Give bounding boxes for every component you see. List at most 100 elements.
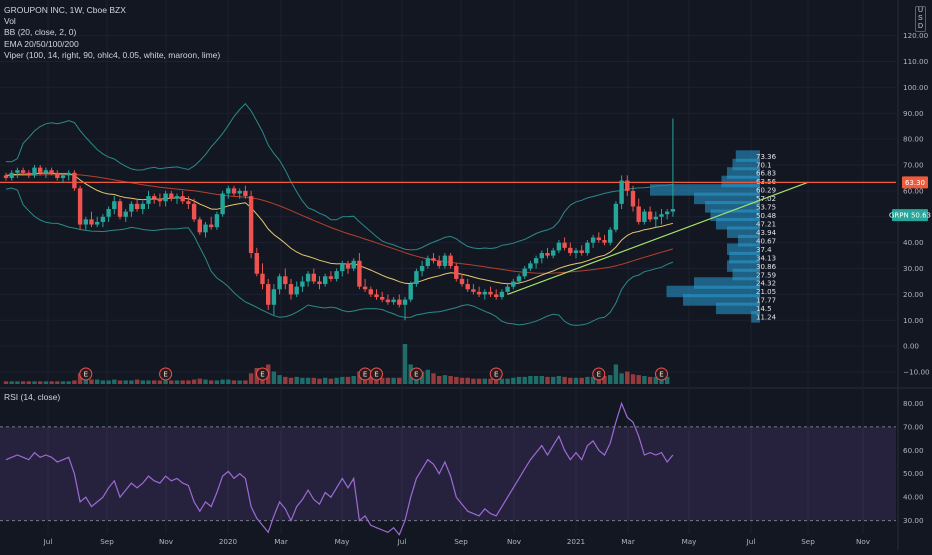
price-badge <box>902 176 928 189</box>
candle-body <box>38 167 43 173</box>
volume-legend[interactable]: Vol <box>4 16 16 27</box>
volume-bar <box>476 378 482 384</box>
volume-profile-bar <box>735 150 760 162</box>
volume-bar <box>134 379 140 384</box>
volume-profile-bar <box>694 192 760 205</box>
volume-bar <box>368 376 373 384</box>
candle-body <box>397 299 402 305</box>
candle-body <box>374 294 379 298</box>
ema-fast-line <box>5 172 674 285</box>
volume-profile-bar <box>727 260 760 272</box>
volume-bar <box>169 380 174 384</box>
volume-bar <box>551 376 556 384</box>
candle-body <box>590 237 596 243</box>
volume-bar <box>385 377 391 384</box>
candle-body <box>402 299 408 305</box>
volume-bar <box>425 369 430 384</box>
volume-bar <box>619 373 624 384</box>
price-axis-label: 60.00 <box>903 186 924 195</box>
time-axis-label: Jul <box>397 537 407 546</box>
candle-body <box>305 273 311 282</box>
rsi-legend[interactable]: RSI (14, close) <box>4 392 61 402</box>
volume-bar <box>665 376 670 384</box>
earnings-marker-label: E <box>163 371 167 379</box>
candle-body <box>488 291 493 295</box>
rsi-axis-label: 50.00 <box>903 469 924 478</box>
price-axis-label: −10.00 <box>903 368 930 377</box>
volume-bar <box>573 377 579 384</box>
candle-body <box>494 294 499 298</box>
price-axis-label: 90.00 <box>903 109 924 118</box>
volume-bar <box>95 379 100 384</box>
symbol-title[interactable]: GROUPON INC, 1W, Cboe BZX <box>4 5 126 15</box>
time-axis-label: May <box>335 537 351 546</box>
volume-bar <box>505 378 510 384</box>
candle-body <box>83 219 88 225</box>
volume-bar <box>277 375 282 384</box>
candle-body <box>129 203 134 212</box>
candle-body <box>539 253 544 259</box>
price-axis-label: 70.00 <box>903 161 924 170</box>
volume-bar <box>391 377 396 384</box>
bb-legend[interactable]: BB (20, close, 2, 0) <box>4 27 77 38</box>
candle-body <box>89 219 94 225</box>
ema-legend[interactable]: EMA 20/50/100/200 <box>4 38 79 49</box>
volume-bar <box>471 378 476 384</box>
volume-bar <box>288 377 294 384</box>
candle-body <box>545 253 550 256</box>
volume-bar <box>442 375 448 384</box>
earnings-marker-label: E <box>494 371 498 379</box>
volume-profile-label: 60.29 <box>756 187 776 195</box>
volume-bar <box>72 380 77 384</box>
volume-bar <box>26 381 31 384</box>
volume-profile-label: 66.83 <box>756 170 776 178</box>
volume-profile-label: 70.1 <box>756 161 772 169</box>
volume-bar <box>402 344 408 384</box>
candle-body <box>26 172 31 176</box>
volume-bar <box>9 381 14 384</box>
candle-body <box>300 281 305 287</box>
time-axis-label: Nov <box>856 537 871 546</box>
volume-bar <box>647 376 653 384</box>
volume-bar <box>248 373 254 384</box>
candle-body <box>573 250 579 254</box>
time-axis-label: Sep <box>801 537 815 546</box>
candle-body <box>100 216 106 222</box>
volume-bar <box>357 371 362 384</box>
candle-body <box>425 258 430 266</box>
volume-bar <box>294 376 299 384</box>
volume-bar <box>146 380 151 384</box>
candle-body <box>642 211 647 222</box>
volume-bar <box>556 376 562 384</box>
volume-bar <box>533 376 539 384</box>
currency-badge[interactable]: U S D <box>914 6 926 32</box>
volume-profile-label: 43.94 <box>756 229 777 237</box>
volume-bar <box>562 376 567 384</box>
earnings-marker-label: E <box>597 371 601 379</box>
earnings-marker-label: E <box>414 371 418 379</box>
candle-body <box>186 201 191 204</box>
candle-body <box>511 281 516 287</box>
volume-profile-bar <box>694 277 760 289</box>
volume-bar <box>465 377 470 384</box>
earnings-marker <box>592 367 606 381</box>
price-axis-label: 40.00 <box>903 238 924 247</box>
candle-body <box>340 263 345 272</box>
volume-bar <box>271 371 277 384</box>
rsi-axis-label: 30.00 <box>903 516 924 525</box>
candle-body <box>106 209 111 217</box>
candle-body <box>140 203 145 210</box>
volume-bar <box>345 376 351 384</box>
candle-body <box>248 196 254 254</box>
volume-bar <box>3 381 9 384</box>
candle-body <box>288 284 294 295</box>
candle-body <box>157 198 163 202</box>
candle-body <box>214 214 220 228</box>
volume-profile-bar <box>716 302 760 315</box>
candle-body <box>431 258 436 261</box>
viper-legend[interactable]: Viper (100, 14, right, 90, ohlc4, 0.05, … <box>4 49 221 60</box>
candle-body <box>368 289 373 295</box>
candle-body <box>317 281 322 285</box>
volume-profile-label: 37.4 <box>756 246 772 254</box>
currency-letter: U <box>917 7 923 14</box>
